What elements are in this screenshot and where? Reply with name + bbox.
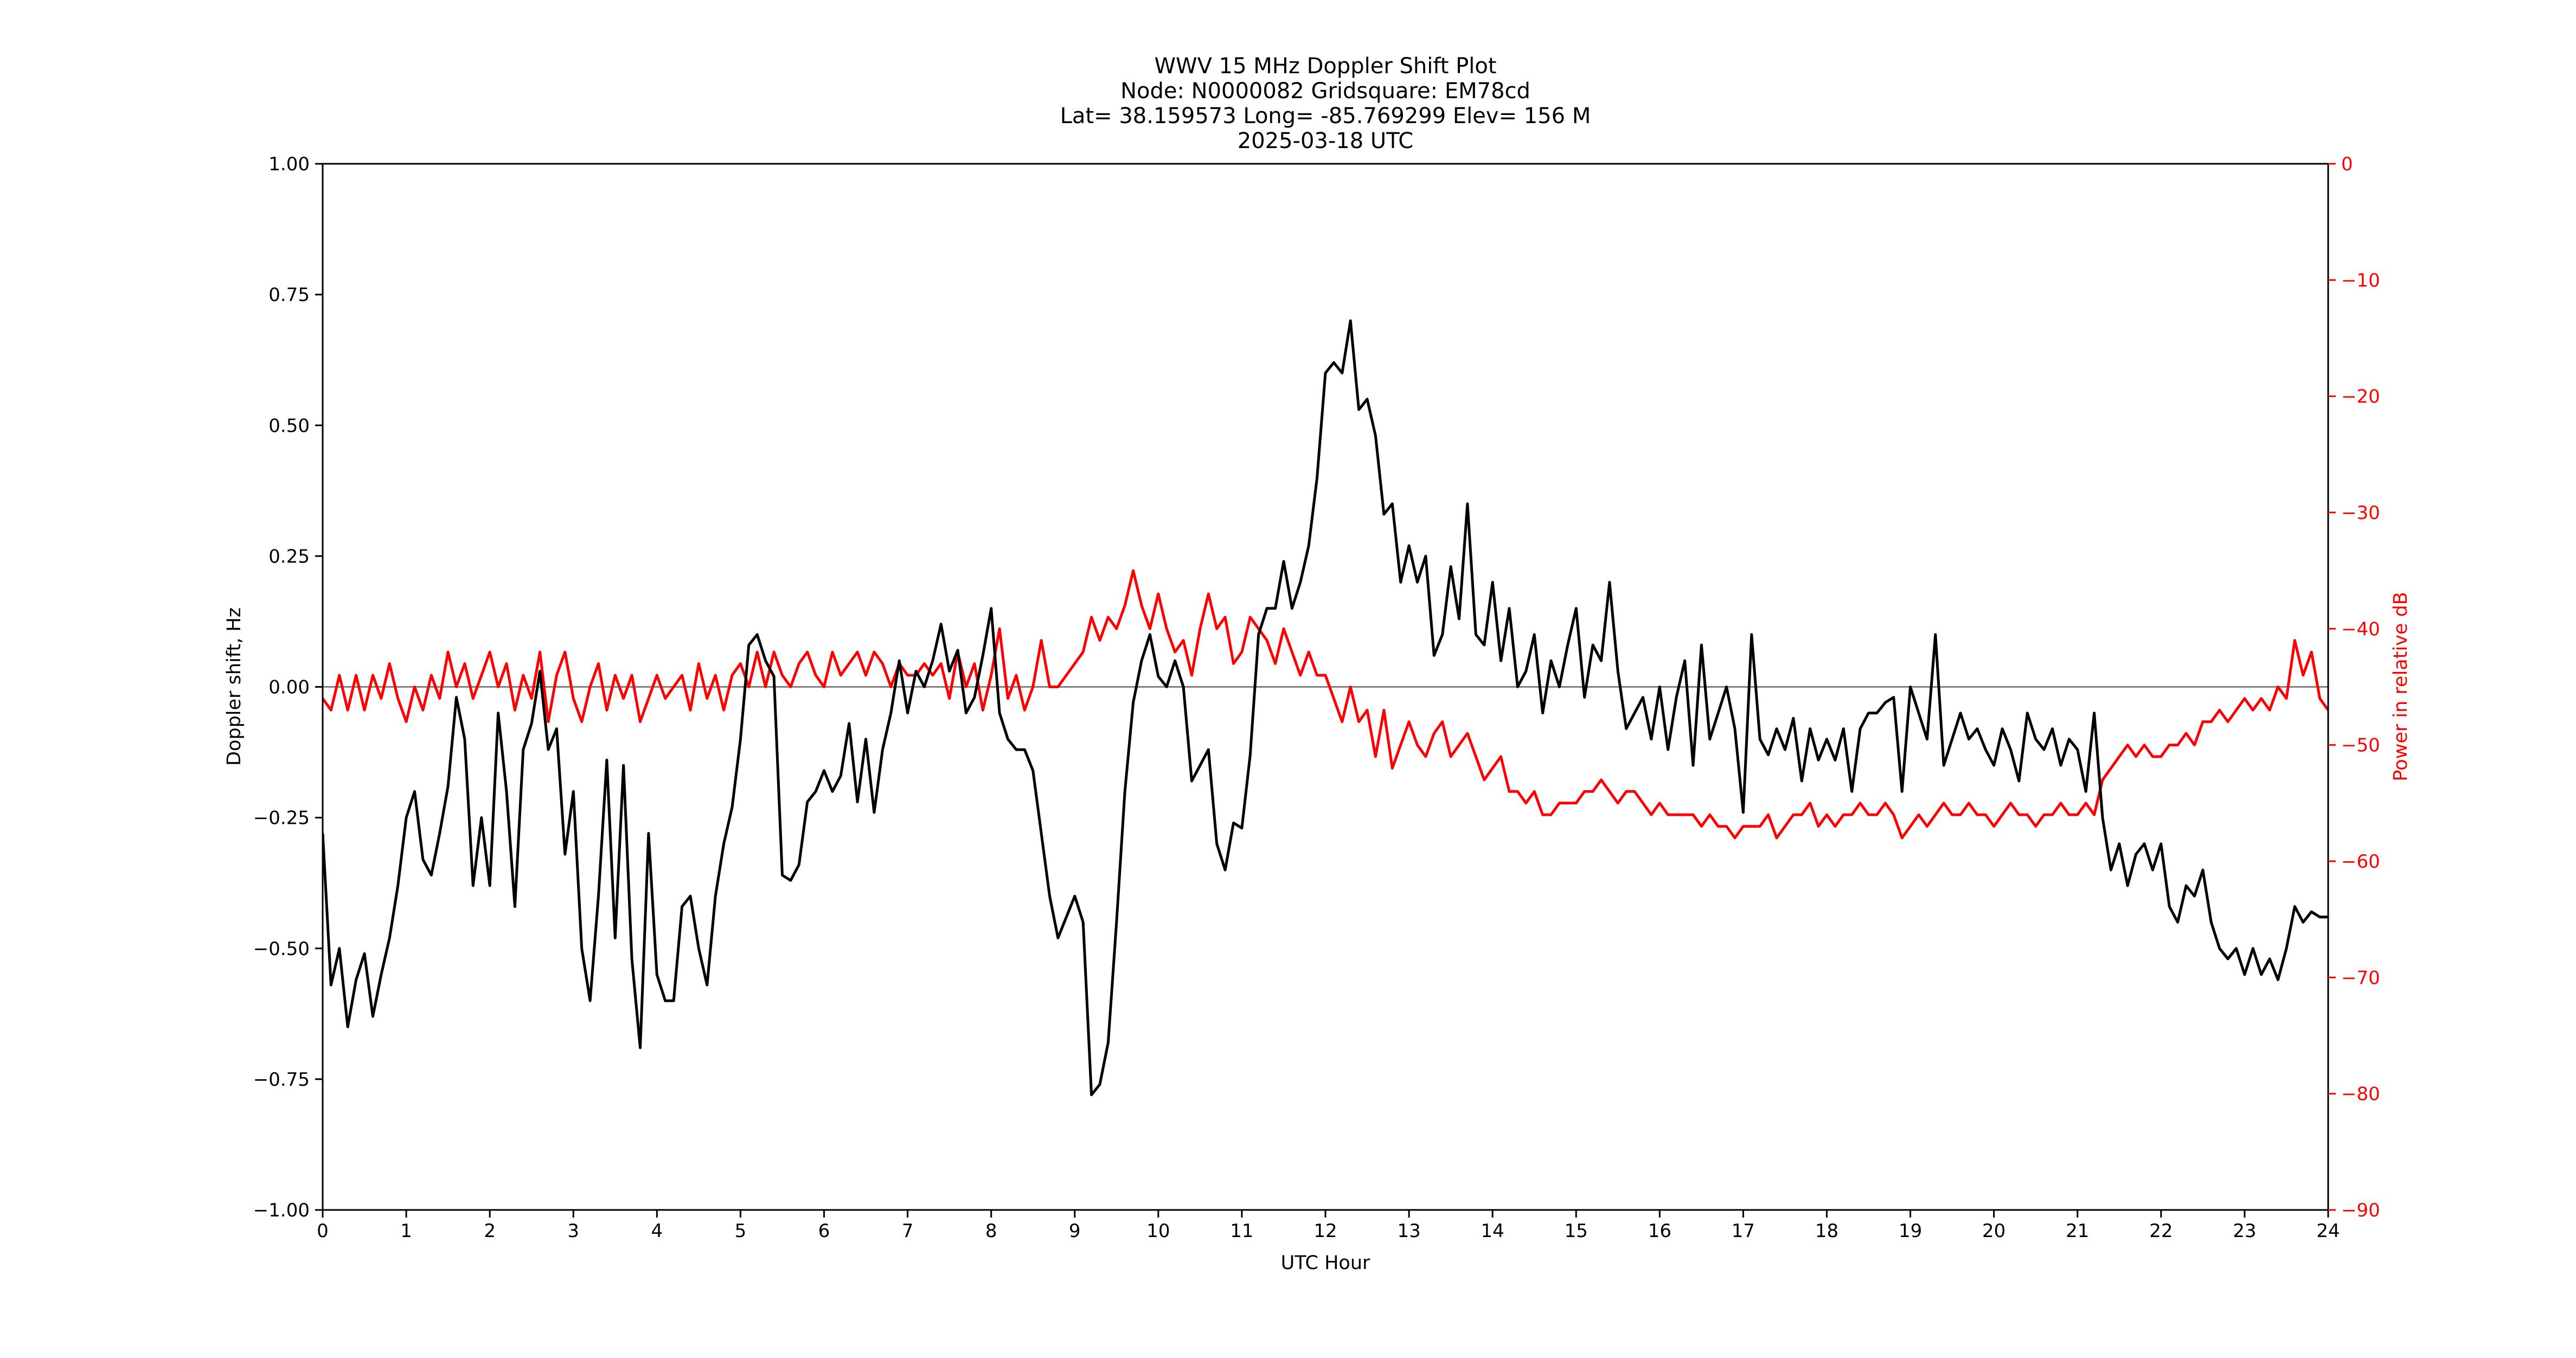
- x-tick-label: 2: [484, 1220, 496, 1242]
- power-line: [323, 569, 2328, 840]
- x-tick-label: 16: [1648, 1220, 1671, 1242]
- title-line-3: Lat= 38.159573 Long= -85.769299 Elev= 15…: [1060, 104, 1591, 129]
- x-tick-label: 1: [400, 1220, 412, 1242]
- y-tick-label: 0.00: [268, 677, 310, 699]
- x-axis-ticks: 0 1 2 3 4 5 6 7 8 9 10 11 12 13 14 15 16 17 18 19 20 21 22 23 24: [317, 1210, 2340, 1242]
- x-tick-label: 19: [1899, 1220, 1922, 1242]
- x-tick-label: 5: [735, 1220, 747, 1242]
- x-tick-label: 8: [985, 1220, 997, 1242]
- y2-tick-label: 0: [2341, 153, 2353, 175]
- x-tick-label: 23: [2233, 1220, 2256, 1242]
- doppler-line: [323, 319, 2328, 1097]
- x-tick-label: 18: [1815, 1220, 1838, 1242]
- x-axis-label: UTC Hour: [1281, 1252, 1370, 1274]
- title-line-2: Node: N0000082 Gridsquare: EM78cd: [1120, 79, 1530, 104]
- doppler-series-line: [323, 319, 2328, 1097]
- x-tick-label: 15: [1565, 1220, 1588, 1242]
- power-series-line: [323, 569, 2328, 840]
- y-axis-ticks: 1.00 0.75 0.50 0.25 0.00 −0.25 −0.50 −0.75 −1.00: [253, 153, 323, 1221]
- y2-tick-label: −60: [2341, 851, 2380, 873]
- y2-tick-label: −30: [2341, 502, 2380, 524]
- y2-axis-label: Power in relative dB: [2390, 592, 2412, 781]
- x-tick-label: 11: [1230, 1220, 1253, 1242]
- x-tick-label: 22: [2149, 1220, 2173, 1242]
- chart-title: WWV 15 MHz Doppler Shift Plot Node: N000…: [1060, 54, 1591, 153]
- y-tick-label: 0.25: [268, 546, 310, 567]
- x-tick-label: 20: [1982, 1220, 2005, 1242]
- x-tick-label: 10: [1146, 1220, 1170, 1242]
- y-tick-label: −0.25: [253, 808, 310, 829]
- y-axis-label: Doppler shift, Hz: [223, 607, 245, 766]
- x-tick-label: 24: [2316, 1220, 2340, 1242]
- x-tick-label: 0: [317, 1220, 329, 1242]
- y2-tick-label: −10: [2341, 270, 2380, 291]
- x-tick-label: 21: [2066, 1220, 2089, 1242]
- x-tick-label: 6: [818, 1220, 830, 1242]
- y-tick-label: −1.00: [253, 1200, 310, 1221]
- y-tick-label: 1.00: [268, 153, 310, 175]
- x-tick-label: 7: [902, 1220, 914, 1242]
- title-line-1: WWV 15 MHz Doppler Shift Plot: [1154, 54, 1496, 79]
- x-tick-label: 13: [1397, 1220, 1420, 1242]
- y-tick-label: 0.50: [268, 415, 310, 437]
- x-tick-label: 17: [1732, 1220, 1755, 1242]
- y-tick-label: 0.75: [268, 284, 310, 306]
- y2-tick-label: −90: [2341, 1200, 2380, 1221]
- title-line-4: 2025-03-18 UTC: [1238, 129, 1413, 153]
- y2-tick-label: −40: [2341, 618, 2380, 640]
- x-tick-label: 4: [651, 1220, 663, 1242]
- y-tick-label: −0.75: [253, 1069, 310, 1091]
- y2-tick-label: −50: [2341, 735, 2380, 757]
- x-tick-label: 3: [567, 1220, 579, 1242]
- y2-tick-label: −80: [2341, 1084, 2380, 1105]
- y-tick-label: −0.50: [253, 938, 310, 960]
- x-tick-label: 9: [1069, 1220, 1081, 1242]
- y2-tick-label: −20: [2341, 386, 2380, 408]
- y2-axis-ticks: 0 −10 −20 −30 −40 −50 −60 −70 −80 −90: [2328, 153, 2380, 1221]
- y2-tick-label: −70: [2341, 967, 2380, 989]
- x-tick-label: 12: [1313, 1220, 1337, 1242]
- x-tick-label: 14: [1481, 1220, 1504, 1242]
